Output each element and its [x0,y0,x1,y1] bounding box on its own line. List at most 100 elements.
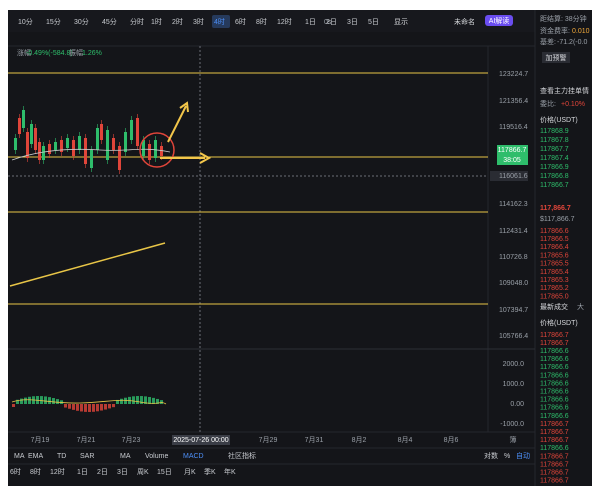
macd-bar [140,396,143,404]
candles [14,106,163,174]
macd-line [11,399,167,405]
interval[interactable]: 2时 [172,17,183,26]
macd-bar [132,396,135,404]
bottom-interval[interactable]: 3日 [117,468,128,476]
indicator[interactable]: MA [14,453,25,460]
macd-bar [16,399,19,404]
interval[interactable]: 6时 [235,17,246,26]
macd-bar [124,397,127,404]
ask: 117867.4 [540,155,569,162]
indicator[interactable]: EMA [28,453,44,460]
interval[interactable]: 15分 [46,17,61,26]
candle [118,146,121,170]
trade: 117866.7 [540,340,569,347]
scale-option[interactable]: % [504,453,510,460]
ask: 117868.9 [540,128,569,135]
indicator[interactable]: MA [120,453,131,460]
macd-bar [48,397,51,404]
candle [60,140,63,152]
depth-link[interactable]: 查看主力挂单情 [540,86,589,95]
macd-bar [72,404,75,410]
candle [14,138,17,150]
bottom-interval[interactable]: 8时 [30,467,41,476]
ask: 117866.9 [540,164,569,171]
candle [18,118,21,134]
bottom-interval[interactable]: 年K [224,467,236,476]
ai-button[interactable] [485,15,513,26]
interval[interactable]: 3日 [347,18,358,26]
interval[interactable]: 4时 [214,17,225,26]
macd-bar [92,404,95,412]
indicator[interactable]: SAR [80,453,94,460]
macd-bar [112,404,115,408]
candle [90,150,93,168]
candle [26,132,29,158]
interval[interactable]: 3时 [193,17,204,26]
bottom-interval[interactable]: 12时 [50,467,65,476]
basis: -71.2(-0.0 [557,39,587,46]
interval[interactable]: 30分 [74,17,89,26]
bottom-interval[interactable]: 1日 [77,468,88,476]
interval[interactable]: 8时 [256,17,267,26]
alert-label[interactable]: 加预警 [546,53,567,62]
indicator[interactable]: 社区指标 [228,451,256,460]
interval[interactable]: 5日 [368,18,379,26]
candle [154,140,157,158]
macd-bar [120,398,123,404]
macd-bar [68,404,71,409]
candle [112,138,115,150]
display[interactable]: 显示 [394,18,408,26]
trades-header: 价格(USDT) [540,318,578,327]
macd-bar [144,396,147,404]
trade: 117866.6 [540,413,569,420]
interval[interactable]: 1时 [151,17,162,26]
macd-bar [84,404,87,412]
macd-bar [44,396,47,404]
candle [84,138,87,164]
interval[interactable]: 1日 [305,18,316,26]
funding: 0.010 [572,28,590,35]
bottom-interval[interactable]: 6时 [10,467,21,476]
macd-bar [52,398,55,404]
indicator[interactable]: Volume [145,453,168,460]
macd-bar [76,404,79,411]
trades-title[interactable]: 最新成交 [540,302,568,311]
trades-tab[interactable]: 大 [577,302,584,311]
price-tick: 109048.0 [499,280,528,287]
bottom-interval[interactable]: 季K [204,467,216,476]
candle [34,128,37,150]
candle [106,130,109,160]
change: -0.49%(-584.8) [26,50,73,57]
alert-button[interactable] [542,52,570,63]
candle [78,136,81,150]
interval[interactable]: 10分 [18,17,33,26]
scale-option[interactable]: 自动 [516,451,530,460]
trade: 117866.6 [540,372,569,379]
candle [160,146,163,156]
bottom-interval[interactable]: 2日 [97,468,108,476]
bottom-interval[interactable]: 周K [137,468,149,476]
bid: 117865.2 [540,285,569,292]
interval[interactable]: 2日 [326,18,337,26]
indicator[interactable]: MACD [183,453,204,460]
scale-option[interactable]: 对数 [484,451,498,460]
countdown-tag [497,155,528,165]
interval[interactable]: 12时 [277,17,292,26]
interval[interactable]: 分时 [130,17,144,26]
bottom-interval[interactable]: 15日 [157,468,172,476]
price-tick: 123224.7 [499,71,528,78]
candle [22,110,25,128]
delay[interactable]: 0s [324,19,332,26]
time-tag [172,435,230,445]
trade: 117866.6 [540,356,569,363]
indicator[interactable]: TD [57,453,66,460]
layout-name[interactable]: 未命名 [454,17,475,26]
macd-bar [116,399,119,404]
candle [42,146,45,160]
candle [54,142,57,150]
bottom-interval[interactable]: 月K [184,468,196,476]
macd-bar [100,404,103,411]
interval[interactable]: 45分 [102,17,117,26]
macd-bar [24,397,27,404]
ai-label[interactable]: AI解读 [489,16,510,25]
